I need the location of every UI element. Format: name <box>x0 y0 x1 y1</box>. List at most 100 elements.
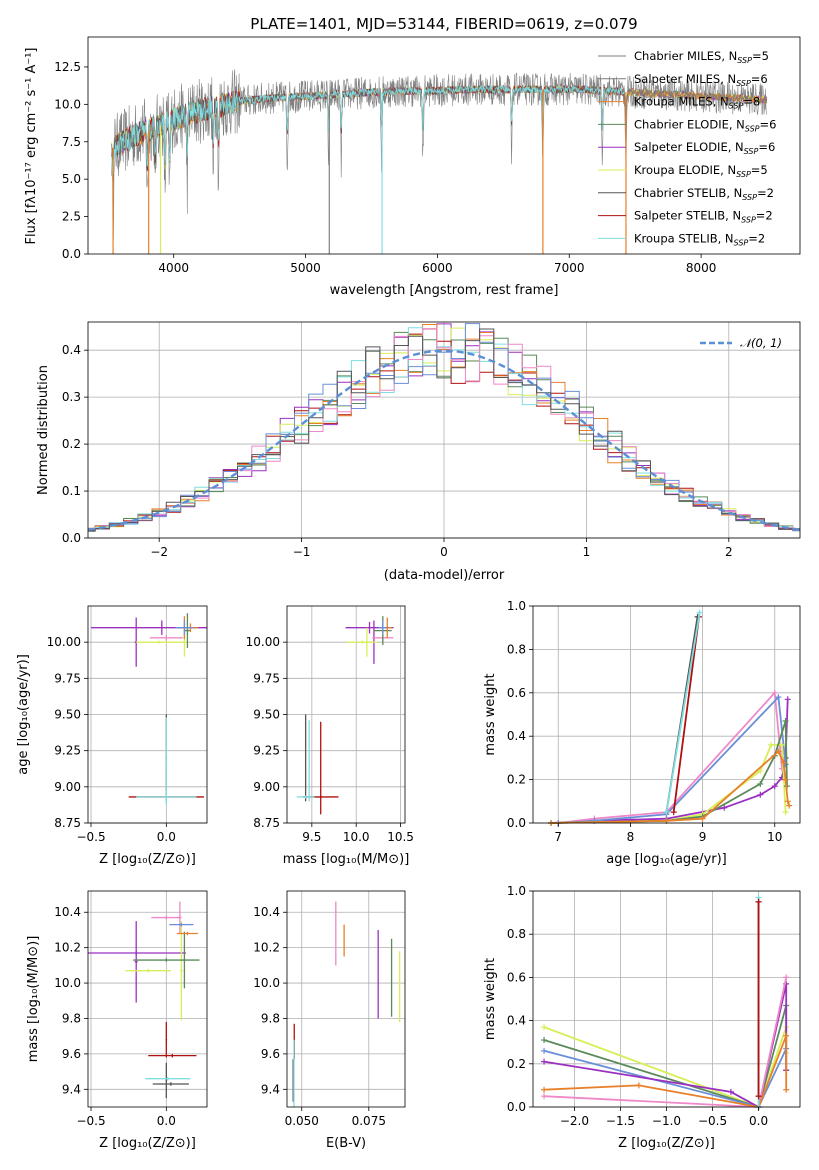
wage-marker-5-6 <box>784 798 791 805</box>
agemass-xtick-0: 9.5 <box>302 830 321 844</box>
ageZ-ytick-3: 9.50 <box>54 708 81 722</box>
legend-label-0: Chabrier MILES, NSSP=5 <box>634 49 769 65</box>
wage-ytick-0: 0.0 <box>507 816 526 830</box>
wage-marker-3-6 <box>782 809 789 816</box>
spectrum-xtick-1: 5000 <box>290 261 321 275</box>
agemass-xtick-1: 10.0 <box>343 830 370 844</box>
residual-xtick-4: 2 <box>725 545 733 559</box>
wage-marker-5-3 <box>775 748 782 755</box>
ageZ-point-5 <box>184 613 191 648</box>
massZ-xtick-0: −0.5 <box>76 1114 105 1128</box>
legend-label-main-6: Chabrier STELIB, N <box>634 186 742 200</box>
spectrum-xtick-2: 6000 <box>422 261 453 275</box>
wage-xtick-3: 10 <box>767 830 782 844</box>
ageZ-ylabel: age [log₁₀(age/yr)] <box>16 654 31 775</box>
wage-marker-0-3 <box>721 804 728 811</box>
wage-marker-4-5 <box>782 718 789 725</box>
wZ-marker-5-0 <box>541 1086 548 1093</box>
massZ-point-7 <box>182 931 186 989</box>
ageZ-xtick-0: −0.5 <box>76 830 105 844</box>
wZ-marker-5-1 <box>635 1082 642 1089</box>
massZ-ytick-1: 9.6 <box>62 1047 81 1061</box>
massZ-ytick-0: 9.4 <box>62 1082 81 1096</box>
legend-label-8: Kroupa STELIB, NSSP=2 <box>634 231 765 247</box>
agemass-ytick-0: 8.75 <box>253 816 280 830</box>
residual-hist-5 <box>88 327 800 531</box>
residual-frame <box>87 321 801 539</box>
weight-vs-age-panel: 7 8 9 10 0.0 0.2 0.4 0.6 0.8 1.0 age [log₁₀(age/yr… <box>483 599 801 867</box>
legend-label-3: Chabrier ELODIE, NSSP=6 <box>634 117 776 133</box>
wZ-xtick-0: −2.0 <box>560 1114 589 1128</box>
legend-label-main-2: Kroupa MILES, N <box>634 95 729 109</box>
ageZ-point-8 <box>175 620 194 635</box>
legend-label-val-8: =2 <box>748 231 765 245</box>
spectrum-title: PLATE=1401, MJD=53144, FIBERID=0619, z=0… <box>250 15 637 33</box>
spectrum-ytick-3: 7.5 <box>62 135 81 149</box>
legend-label-sub-0: SSP <box>737 56 752 65</box>
wage-marker-0-8 <box>784 696 791 703</box>
spectrum-xtick-0: 4000 <box>158 261 189 275</box>
legend-label-sub-4: SSP <box>744 147 759 156</box>
massZ-point-4 <box>125 968 171 973</box>
agemass-point-10 <box>304 714 307 802</box>
wZ-ytick-0: 0.0 <box>507 1100 526 1114</box>
wZ-marker-3-0 <box>541 1058 548 1065</box>
residual-xtick-0: −2 <box>150 545 168 559</box>
wZ-xtick-1: −1.5 <box>606 1114 635 1128</box>
legend-label-sub-2: SSP <box>729 102 744 111</box>
spectrum-frame <box>87 36 801 255</box>
agemass-ytick-1: 9.00 <box>253 780 280 794</box>
wZ-ytick-2: 0.4 <box>507 1014 526 1028</box>
wZ-xtick-3: −0.5 <box>698 1114 727 1128</box>
wZ-ylabel: mass weight <box>483 958 498 1040</box>
ageZ-ytick-4: 9.75 <box>54 671 81 685</box>
agemass-ytick-4: 9.75 <box>253 671 280 685</box>
legend-label-6: Chabrier STELIB, NSSP=2 <box>634 186 774 202</box>
wZ-ytick-5: 1.0 <box>507 884 526 898</box>
legend-label-sub-1: SSP <box>736 79 751 88</box>
agemass-point-7 <box>378 620 388 635</box>
age-vs-Z-panel: −0.5 0.0 8.75 9.00 9.25 9.50 9.75 10.00 Z [log₁₀… <box>16 605 208 867</box>
ageZ-point-2 <box>149 634 183 641</box>
wage-xtick-0: 7 <box>554 830 562 844</box>
spectrum-ylabel: Flux [fλ10⁻¹⁷ erg cm⁻² s⁻¹ A⁻¹] <box>24 48 39 245</box>
wage-xtick-2: 9 <box>699 830 707 844</box>
residual-hist-6 <box>88 328 800 531</box>
massebv-ytick-5: 10.4 <box>253 905 280 919</box>
wZ-marker-2-0 <box>541 1047 548 1054</box>
spectrum-xlabel: wavelength [Angstrom, rest frame] <box>330 283 559 298</box>
massZ-ytick-5: 10.4 <box>54 905 81 919</box>
ageZ-xtick-1: 0.0 <box>157 830 176 844</box>
ageZ-ytick-2: 9.25 <box>54 744 81 758</box>
spectrum-ytick-5: 12.5 <box>54 60 81 74</box>
massZ-point-1 <box>134 921 138 1003</box>
wZ-marker-4-2 <box>783 974 790 981</box>
spectrum-ytick-0: 0.0 <box>62 247 81 261</box>
spectrum-ytick-1: 2.5 <box>62 210 81 224</box>
massZ-point-10 <box>148 1053 197 1058</box>
mass-vs-EBV-panel: 0.050 0.075 9.4 9.6 9.8 10.0 10.2 10.4 E(B-V) <box>253 890 406 1151</box>
wage-marker-4-3 <box>757 780 764 787</box>
agemass-ytick-2: 9.25 <box>253 744 280 758</box>
wage-ytick-1: 0.2 <box>507 773 526 787</box>
spectrum-series-1 <box>111 84 768 181</box>
wage-marker-6-0 <box>670 809 677 816</box>
wage-marker-3-4 <box>768 741 775 748</box>
legend-label-val-0: =5 <box>752 49 769 63</box>
spectrum-panel: PLATE=1401, MJD=53144, FIBERID=0619, z=0… <box>24 15 801 298</box>
legend-label-val-5: =5 <box>751 163 768 177</box>
wage-xlabel: age [log₁₀(age/yr)] <box>606 852 727 867</box>
residual-xtick-1: −1 <box>293 545 311 559</box>
wage-ytick-4: 0.8 <box>507 642 526 656</box>
massebv-xtick-0: 0.050 <box>285 1114 319 1128</box>
massebv-xlabel: E(B-V) <box>326 1136 366 1151</box>
wage-marker-2-3 <box>775 694 782 701</box>
wage-ytick-5: 1.0 <box>507 599 526 613</box>
agemass-point-11 <box>296 795 315 799</box>
weight-vs-Z-panel: −2.0 −1.5 −1.0 −0.5 0.0 0.0 0.2 0.4 0.6 0.8 1.0 Z [… <box>483 884 801 1151</box>
ageZ-point-12 <box>165 717 168 805</box>
agemass-point-9 <box>320 721 322 815</box>
spectrum-xtick-4: 8000 <box>686 261 717 275</box>
